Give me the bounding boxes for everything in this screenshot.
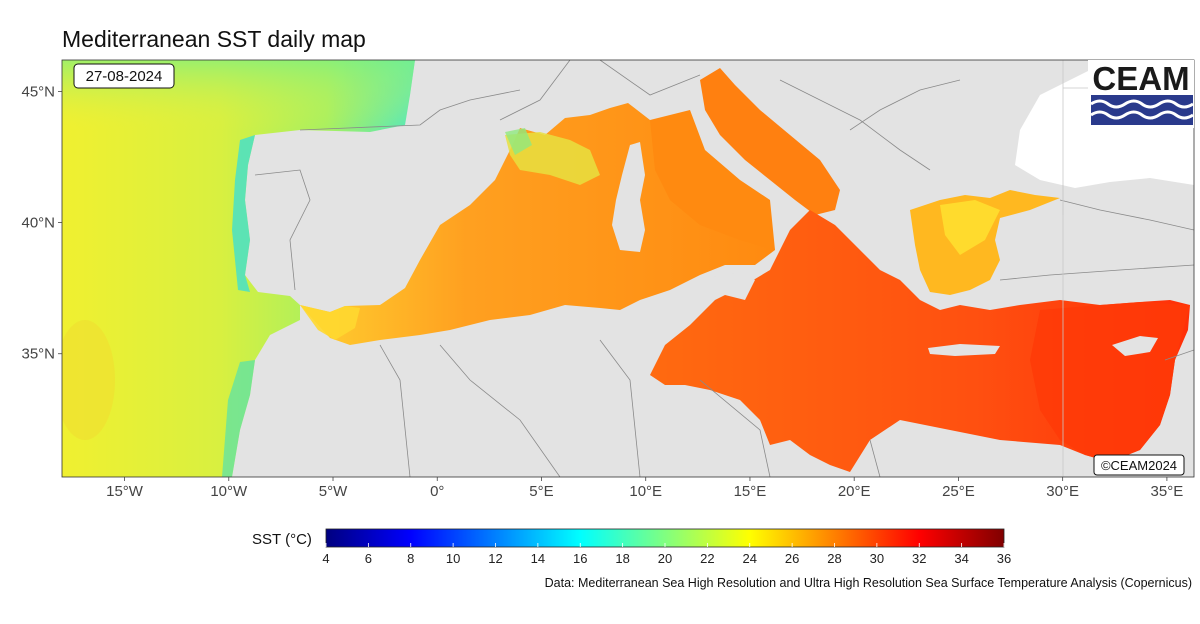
colorbar-tick-label: 28 [827, 551, 841, 566]
ceam-logo: CEAM [1088, 60, 1194, 128]
map-title: Mediterranean SST daily map [62, 26, 366, 52]
date-box: 27-08-2024 [73, 63, 175, 89]
logo-text: CEAM [1092, 60, 1189, 97]
colorbar-tick-label: 6 [365, 551, 372, 566]
colorbar-tick-label: 16 [573, 551, 587, 566]
colorbar-label: SST (°C) [252, 531, 312, 548]
colorbar-tick-label: 20 [658, 551, 672, 566]
colorbar-tick-label: 12 [488, 551, 502, 566]
colorbar-tick-label: 34 [954, 551, 968, 566]
colorbar-tick-label: 30 [870, 551, 884, 566]
adriatic-sea [700, 68, 840, 215]
colorbar-tick-label: 14 [531, 551, 545, 566]
copyright-label: ©CEAM2024 [1101, 458, 1177, 473]
lon-tick-label: 35°E [1151, 483, 1184, 500]
map-panel [62, 60, 1194, 477]
colorbar-tick-label: 22 [700, 551, 714, 566]
longitude-axis: 15°W 10°W 5°W 0° 5°E 10°E 15°E 20°E 25°E 30°E 35°E [106, 477, 1183, 500]
colorbar: 4 6 8 10 12 14 16 18 20 22 24 26 28 30 32 34 36 [322, 528, 1011, 566]
lon-tick-label: 10°E [629, 483, 662, 500]
lon-tick-label: 15°W [106, 483, 144, 500]
crete [928, 344, 1000, 356]
lon-tick-label: 15°E [734, 483, 767, 500]
lon-tick-label: 30°E [1046, 483, 1079, 500]
colorbar-tick-label: 18 [615, 551, 629, 566]
colorbar-tick-label: 32 [912, 551, 926, 566]
lon-tick-label: 20°E [838, 483, 871, 500]
colorbar-tick-label: 36 [997, 551, 1011, 566]
lon-tick-label: 25°E [942, 483, 975, 500]
map-frame [61, 59, 1195, 478]
date-label: 27-08-2024 [86, 68, 163, 85]
colorbar-tick-label: 10 [446, 551, 460, 566]
lat-tick-label: 40°N [21, 215, 55, 232]
lon-tick-label: 5°E [529, 483, 553, 500]
lon-tick-label: 5°W [319, 483, 348, 500]
lon-tick-label: 10°W [210, 483, 248, 500]
colorbar-tick-label: 24 [743, 551, 757, 566]
colorbar-tick-label: 26 [785, 551, 799, 566]
latitude-axis: 45°N 40°N 35°N [21, 83, 62, 363]
colorbar-tick-label: 8 [407, 551, 414, 566]
copyright-box: ©CEAM2024 [1093, 454, 1185, 476]
corsica-sardinia [612, 142, 645, 252]
lat-tick-label: 45°N [21, 83, 55, 100]
colorbar-tick-label: 4 [322, 551, 329, 566]
cyprus [1112, 336, 1158, 356]
lon-tick-label: 0° [430, 483, 444, 500]
lat-tick-label: 35°N [21, 346, 55, 363]
sicily [705, 272, 755, 300]
source-note: Data: Mediterranean Sea High Resolution … [544, 576, 1192, 590]
